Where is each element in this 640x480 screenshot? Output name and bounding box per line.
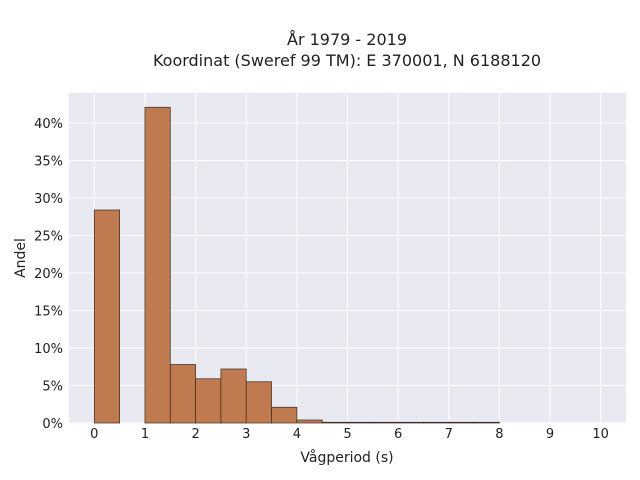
- y-tick-label: 5%: [42, 380, 63, 395]
- x-tick-label: 1: [141, 427, 149, 442]
- y-tick-label: 30%: [34, 192, 63, 207]
- histogram-bar: [372, 421, 399, 424]
- x-tick-label: 9: [546, 427, 554, 442]
- x-tick-label: 6: [394, 427, 402, 442]
- y-tick-label: 0%: [42, 417, 63, 432]
- chart-title-line-1: År 1979 - 2019: [287, 30, 407, 49]
- y-tick-label: 20%: [34, 267, 63, 282]
- y-axis-label: Andel: [13, 238, 29, 278]
- histogram-bar: [93, 209, 120, 424]
- y-tick-label: 40%: [34, 117, 63, 132]
- histogram-bars: [93, 106, 500, 424]
- x-tick-label: 8: [495, 427, 503, 442]
- grid-lines: [69, 93, 626, 424]
- histogram-bar: [397, 421, 424, 424]
- histogram-bar: [321, 421, 348, 424]
- y-tick-label: 25%: [34, 230, 63, 245]
- x-tick-label: 5: [343, 427, 351, 442]
- x-tick-label: 0: [90, 427, 98, 442]
- histogram-bar: [423, 421, 450, 424]
- y-tick-label: 15%: [34, 305, 63, 320]
- y-tick-label: 35%: [34, 155, 63, 170]
- histogram-bar: [271, 406, 298, 424]
- histogram-bar: [245, 381, 272, 424]
- y-axis-ticks: 0% 5% 10% 15% 20% 25% 30% 35% 40%: [34, 117, 63, 432]
- x-axis-ticks: 0 1 2 3 4 5 6 7 8 9 10: [90, 427, 609, 442]
- x-axis-label: Vågperiod (s): [300, 449, 393, 466]
- x-tick-label: 2: [191, 427, 199, 442]
- histogram-bar: [169, 364, 196, 424]
- x-tick-label: 4: [293, 427, 301, 442]
- histogram-bar: [296, 419, 323, 424]
- histogram-bar: [473, 421, 500, 424]
- histogram-bar: [195, 378, 222, 424]
- histogram-bar: [220, 368, 247, 424]
- y-tick-label: 10%: [34, 342, 63, 357]
- histogram-bar: [144, 106, 171, 424]
- x-tick-label: 10: [592, 427, 609, 442]
- chart-title-line-2: Koordinat (Sweref 99 TM): E 370001, N 61…: [153, 51, 541, 70]
- histogram-bar: [448, 421, 475, 424]
- x-tick-label: 3: [242, 427, 250, 442]
- x-tick-label: 7: [445, 427, 453, 442]
- histogram-bar: [347, 421, 374, 424]
